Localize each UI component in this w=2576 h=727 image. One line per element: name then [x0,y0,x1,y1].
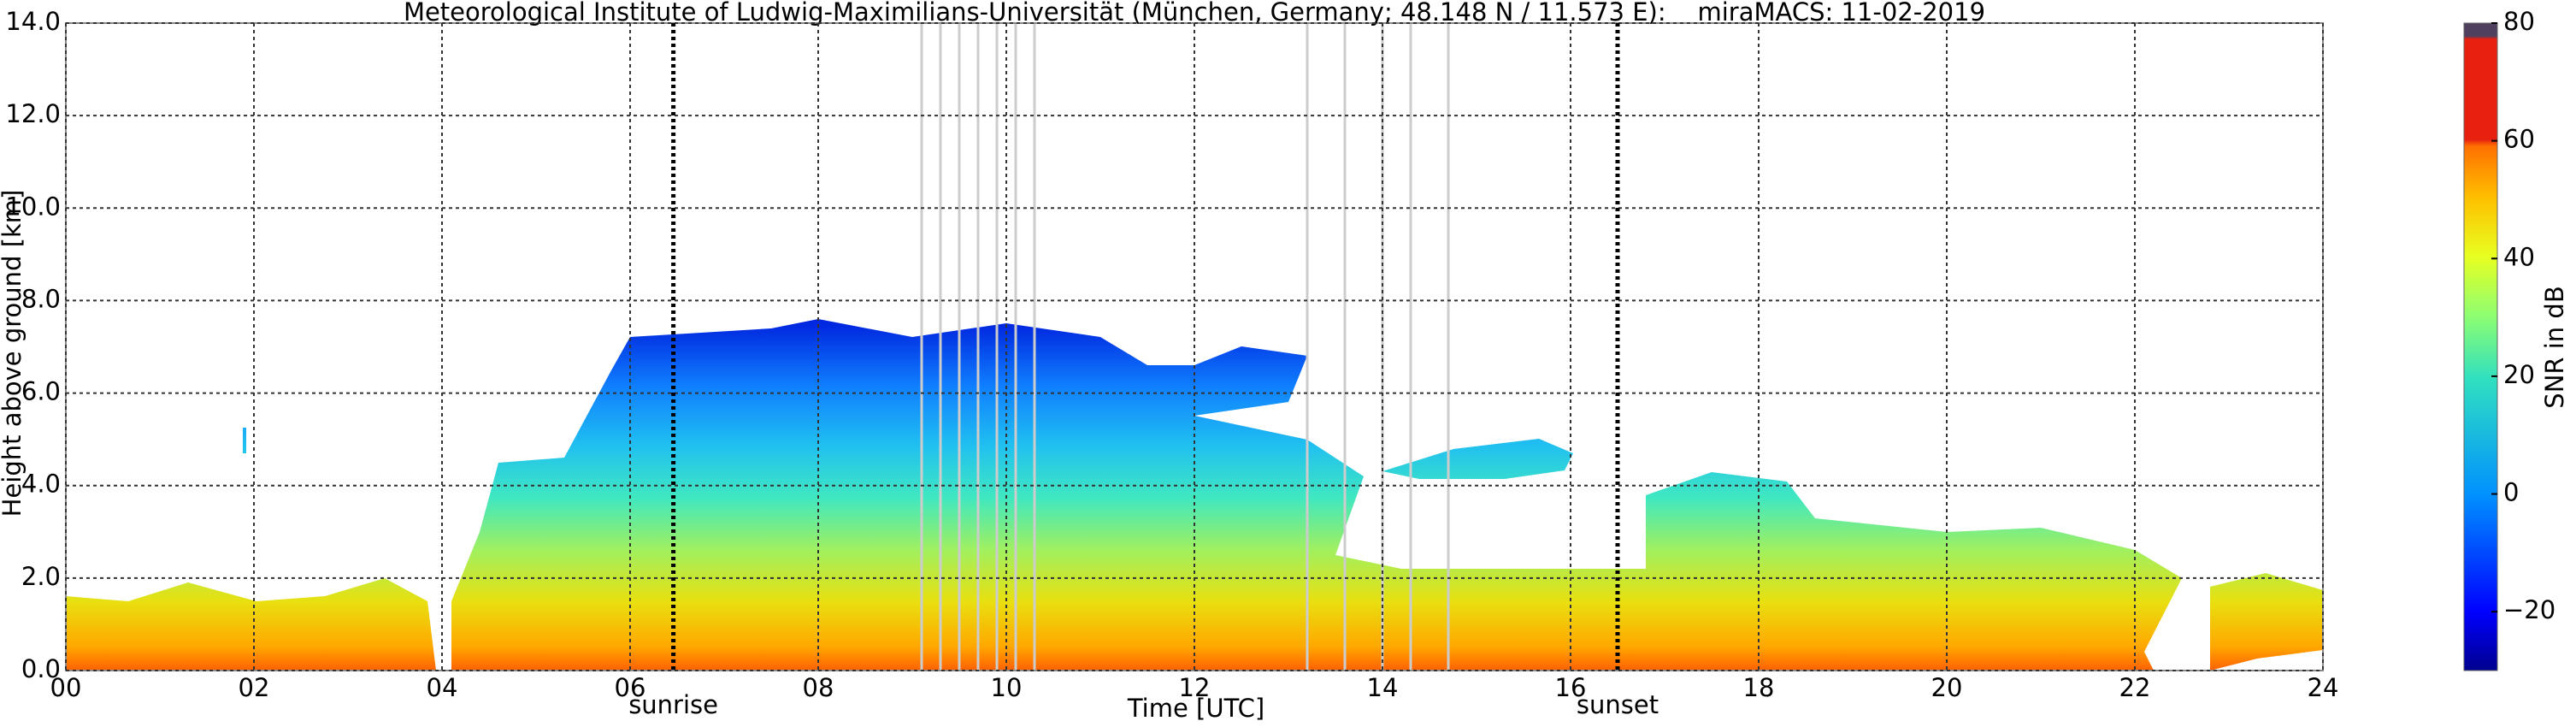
x-tick-label: 24 [2308,673,2339,702]
radar-echo [66,319,2323,671]
colorbar-tick-label: 80 [2503,7,2535,36]
y-tick-label: 0.0 [21,654,61,683]
annotation-label: sunset [1577,690,1659,719]
y-axis-label: Height above ground [km] [0,190,27,517]
colorbar-tick-label: 0 [2503,478,2519,507]
x-tick-label: 14 [1367,673,1399,702]
colorbar-tick-label: 60 [2503,125,2535,154]
colorbar [2463,22,2498,671]
y-tick-label: 10.0 [5,192,61,221]
x-tick-label: 02 [239,673,270,702]
x-tick-label: 18 [1743,673,1775,702]
y-tick-label: 12.0 [5,99,61,128]
x-tick-label: 08 [803,673,834,702]
chart-title: Meteorological Institute of Ludwig-Maxim… [404,0,1985,27]
gap-lines [920,23,1450,671]
colorbar-tick-label: 40 [2503,242,2535,271]
colorbar-tick-label: 20 [2503,360,2535,389]
colorbar-label: SNR in dB [2540,286,2569,408]
x-axis-label: Time [UTC] [1127,694,1264,723]
x-tick-label: 06 [615,673,646,702]
y-tick-label: 8.0 [21,284,61,313]
y-tick-label: 2.0 [21,562,61,591]
y-tick-label: 6.0 [21,377,61,406]
x-tick-label: 04 [427,673,458,702]
x-tick-label: 00 [50,673,82,702]
annotation-label: sunrise [628,690,718,719]
y-tick-label: 14.0 [5,7,61,36]
x-tick-label: 10 [991,673,1023,702]
y-tick-label: 4.0 [21,470,61,499]
x-tick-label: 16 [1555,673,1587,702]
colorbar-tick-label: −20 [2503,595,2555,624]
x-tick-label: 12 [1179,673,1211,702]
x-tick-label: 22 [2119,673,2151,702]
x-tick-label: 20 [1931,673,1963,702]
